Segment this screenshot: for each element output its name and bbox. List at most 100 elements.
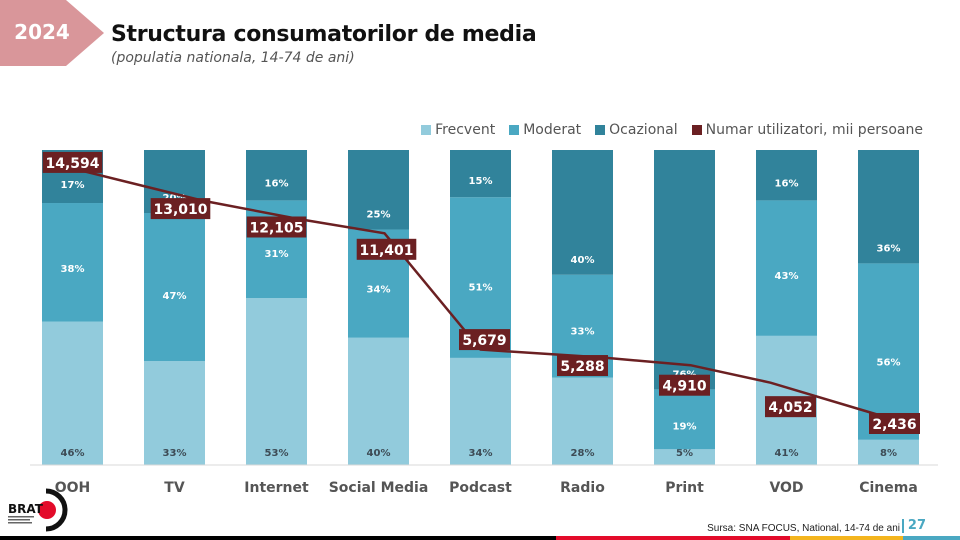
bottom-bar-red: [556, 536, 790, 540]
bottom-color-bar: [0, 536, 960, 540]
bar-value-label: 16%: [265, 178, 289, 189]
bar-value-label: 34%: [469, 448, 493, 459]
badge-arrow-shape: [0, 0, 104, 66]
legend-item-ocazional: Ocazional: [595, 122, 678, 138]
bar-value-label: 43%: [775, 271, 799, 282]
users-value-label: 5,288: [560, 359, 604, 375]
bar-segment-ocazional: [756, 150, 817, 201]
source-note: Sursa: SNA FOCUS, National, 14-74 de ani: [707, 523, 900, 534]
chart-legend: Frecvent Moderat Ocazional Numar utiliza…: [421, 122, 923, 138]
bar-value-label: 38%: [61, 264, 85, 275]
bar-value-label: 17%: [61, 180, 85, 191]
users-value-label: 12,105: [249, 220, 303, 236]
category-label: Radio: [560, 480, 605, 496]
page-title: Structura consumatorilor de media: [111, 22, 537, 47]
legend-swatch-moderat: [509, 125, 520, 135]
bar-segment-frecvent: [144, 361, 205, 465]
category-label: Podcast: [449, 480, 512, 496]
legend-label: Moderat: [523, 122, 582, 138]
bar-value-label: 33%: [163, 448, 187, 459]
users-label-box: [765, 396, 816, 418]
users-label-box: [356, 238, 417, 260]
bar-value-label: 46%: [61, 448, 85, 459]
bar-segment-frecvent: [348, 337, 409, 465]
bar-segment-ocazional: [858, 150, 919, 264]
legend-label: Frecvent: [435, 122, 496, 138]
bar-segment-moderat: [144, 213, 205, 362]
logo-text: BRAT: [8, 502, 44, 516]
legend-swatch-ocazional: [595, 125, 606, 135]
year-label: 2024: [14, 20, 70, 44]
brat-logo: BRAT: [6, 488, 70, 534]
bar-value-label: 40%: [571, 255, 595, 266]
bar-segment-moderat: [858, 263, 919, 440]
users-value-label: 14,594: [45, 156, 99, 172]
users-value-label: 2,436: [872, 417, 916, 433]
bar-value-label: 41%: [775, 448, 799, 459]
legend-item-moderat: Moderat: [509, 122, 581, 138]
bar-segment-moderat: [42, 203, 103, 322]
users-value-label: 11,401: [359, 243, 413, 259]
bar-value-label: 47%: [163, 291, 187, 302]
bar-segment-frecvent: [450, 357, 511, 465]
legend-item-frecvent: Frecvent: [421, 122, 495, 138]
bottom-bar-yellow: [790, 536, 903, 540]
category-label: VOD: [769, 480, 803, 496]
bar-segment-frecvent: [858, 439, 919, 465]
users-label-box: [246, 216, 307, 238]
bar-segment-frecvent: [42, 321, 103, 465]
users-label-box: [459, 329, 510, 351]
page-number: 27: [901, 519, 926, 533]
bottom-bar-teal: [903, 536, 960, 540]
bar-value-label: 28%: [571, 448, 595, 459]
bar-value-label: 36%: [877, 243, 901, 254]
bar-value-label: 25%: [367, 210, 391, 221]
bar-segment-moderat: [654, 389, 715, 450]
users-label-box: [869, 412, 920, 434]
users-label-box: [659, 374, 710, 396]
users-value-label: 4,052: [768, 400, 812, 416]
bar-segment-frecvent: [246, 298, 307, 465]
bar-segment-ocazional: [450, 150, 511, 198]
users-label-box: [42, 151, 103, 173]
year-badge: 2024: [0, 0, 108, 66]
legend-swatch-users: [691, 125, 702, 135]
bottom-bar-black: [0, 536, 556, 540]
bar-segment-ocazional: [552, 150, 613, 275]
legend-label: Ocazional: [609, 122, 678, 138]
bar-segment-frecvent: [552, 377, 613, 465]
page-subtitle: (populatia nationala, 14-74 de ani): [111, 50, 355, 66]
category-label: TV: [164, 480, 185, 496]
bar-segment-moderat: [756, 200, 817, 336]
users-label-box: [150, 198, 211, 220]
bar-value-label: 5%: [676, 448, 693, 459]
bar-segment-ocazional: [348, 150, 409, 230]
bar-value-label: 56%: [877, 358, 901, 369]
users-label-box: [557, 355, 608, 377]
bar-segment-ocazional: [654, 150, 715, 390]
bar-segment-ocazional: [246, 150, 307, 201]
bar-value-label: 31%: [265, 249, 289, 260]
bar-value-label: 40%: [367, 448, 391, 459]
legend-item-users: Numar utilizatori, mii persoane: [691, 122, 923, 138]
bar-value-label: 16%: [775, 178, 799, 189]
category-label: Cinema: [859, 480, 918, 496]
bar-segment-frecvent: [654, 449, 715, 465]
bar-value-label: 51%: [469, 282, 493, 293]
bar-value-label: 33%: [571, 326, 595, 337]
category-label: OOH: [55, 480, 91, 496]
bar-value-label: 8%: [880, 448, 897, 459]
users-value-label: 4,910: [662, 379, 707, 395]
legend-swatch-frecvent: [421, 125, 432, 135]
category-label: Social Media: [329, 480, 429, 496]
category-label: Print: [665, 480, 704, 496]
users-value-label: 13,010: [153, 202, 207, 218]
users-value-label: 5,679: [462, 333, 506, 349]
category-label: Internet: [244, 480, 309, 496]
bar-value-label: 15%: [469, 176, 493, 187]
legend-label: Numar utilizatori, mii persoane: [705, 122, 923, 138]
bar-value-label: 34%: [367, 284, 391, 295]
bar-value-label: 53%: [265, 448, 289, 459]
bar-value-label: 19%: [673, 421, 697, 432]
